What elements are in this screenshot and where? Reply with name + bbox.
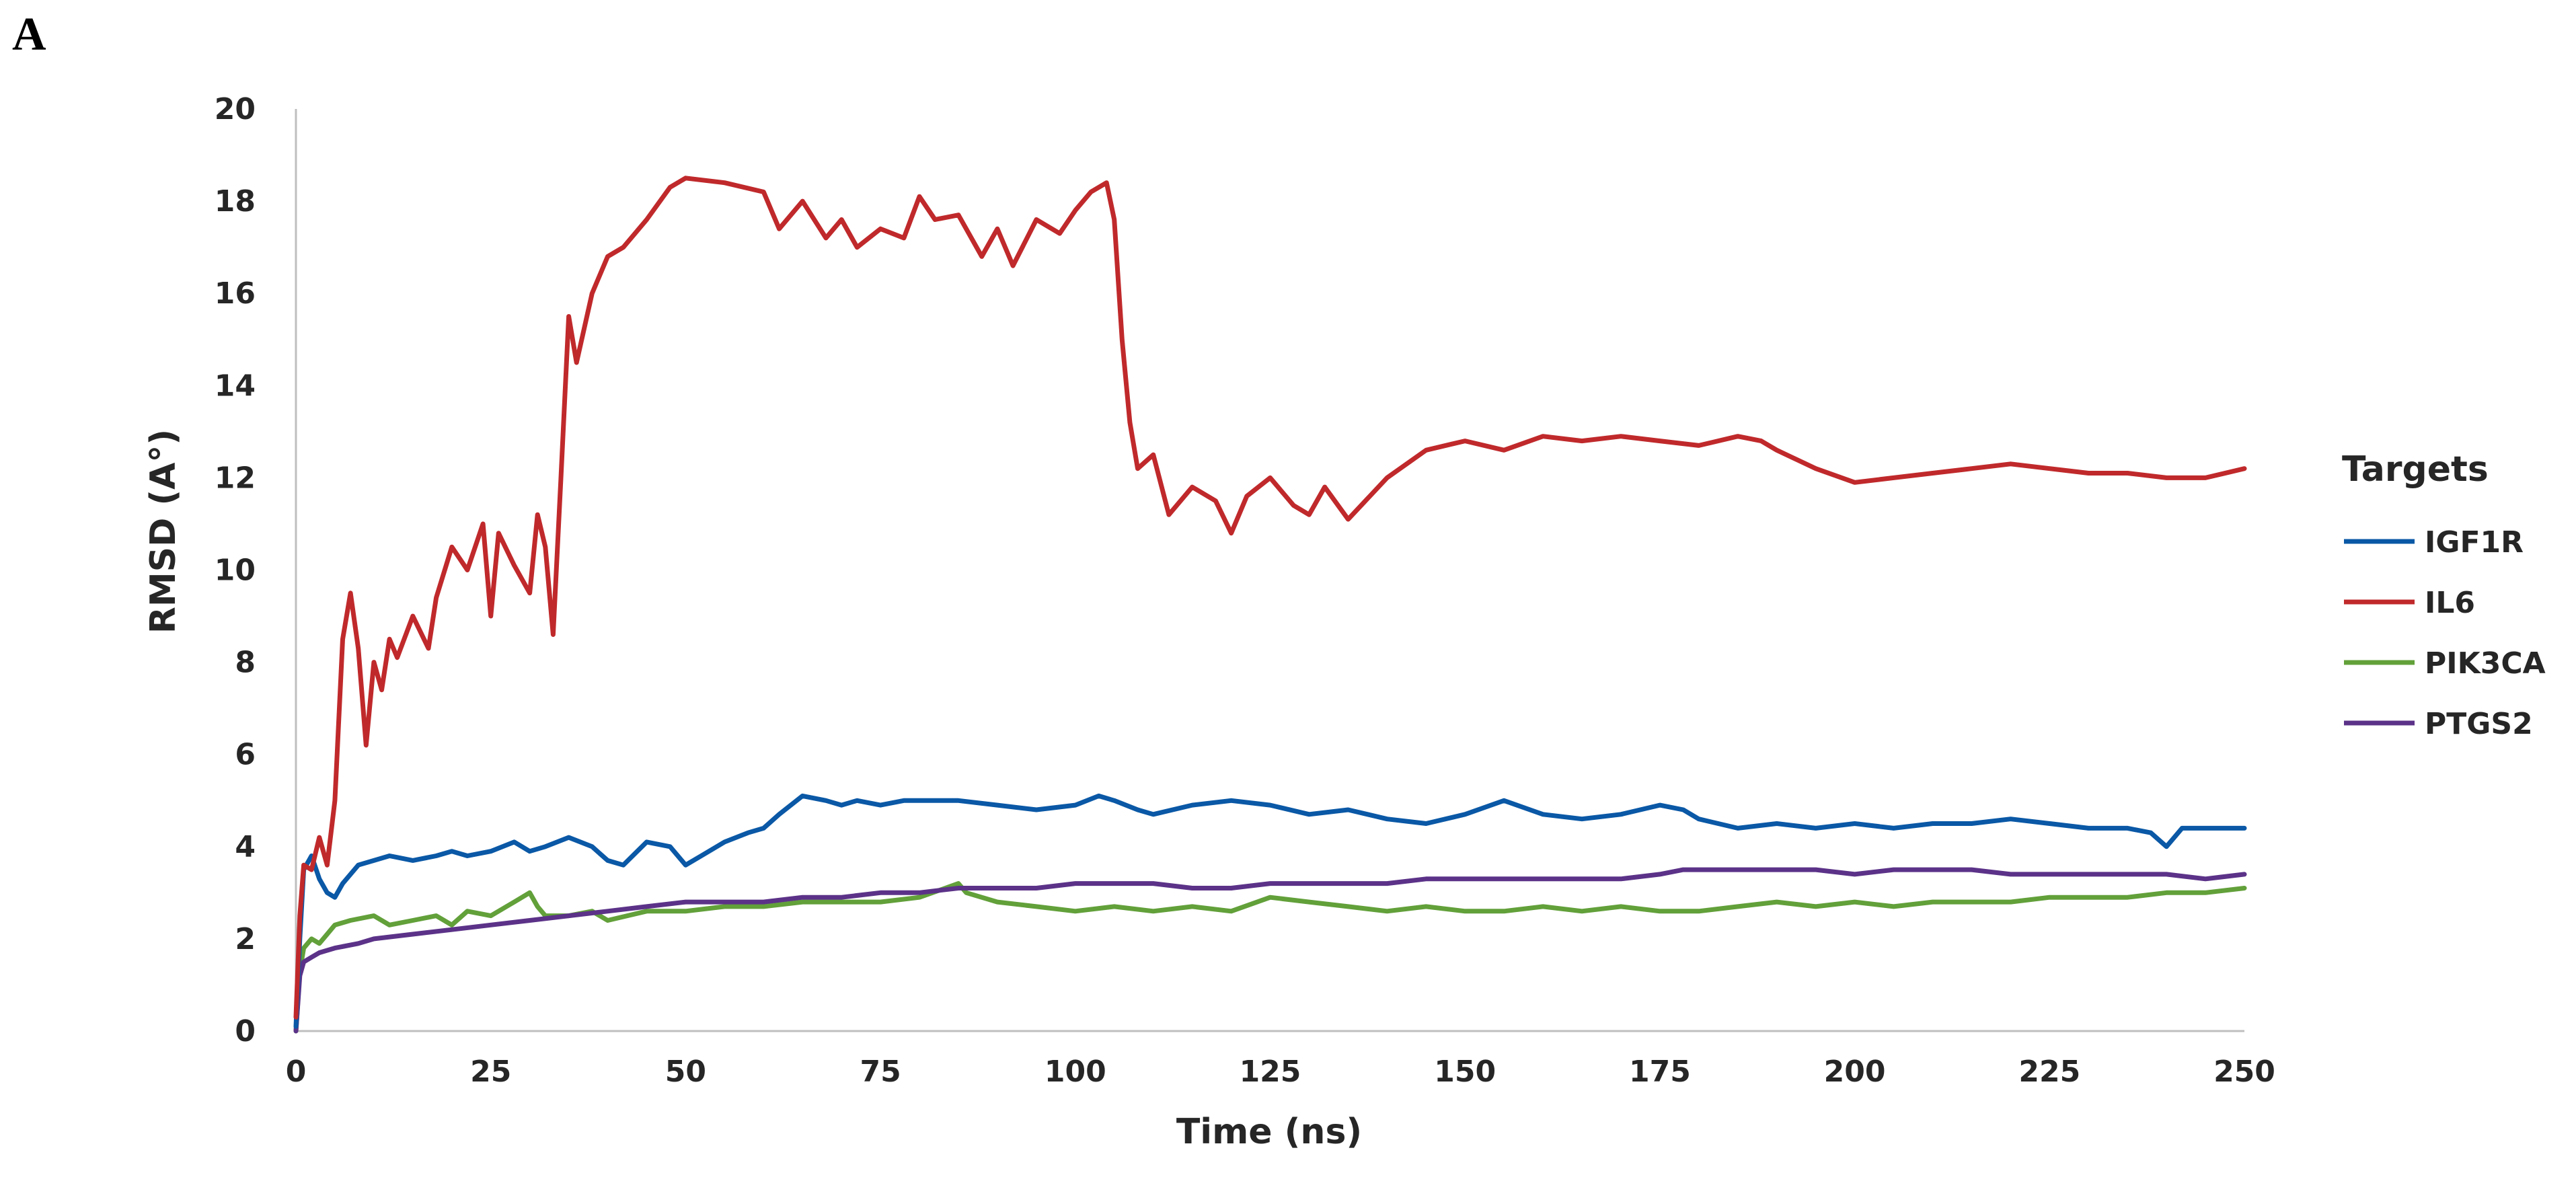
x-tick-label: 125 (1240, 1055, 1301, 1089)
x-axis-title: Time (ns) (1176, 1112, 1362, 1152)
legend-title: Targets (2342, 449, 2489, 490)
y-tick-label: 18 (215, 184, 256, 219)
y-tick-label: 10 (215, 554, 256, 588)
y-tick-label: 20 (215, 92, 256, 126)
series-line-igf1r (293, 793, 2247, 1029)
y-axis-title: RMSD (A°) (143, 429, 184, 634)
legend: Targets IGF1R IL6 PIK3CA PTGS2 (2342, 449, 2546, 741)
legend-label-igf1r: IGF1R (2425, 525, 2524, 560)
series-line-il6 (293, 176, 2247, 1020)
x-tick-label: 100 (1045, 1055, 1106, 1089)
x-tick-label: 0 (286, 1055, 307, 1089)
y-tick-label: 8 (235, 646, 256, 680)
y-tick-label: 6 (235, 738, 256, 772)
y-tick-label: 16 (215, 276, 256, 311)
x-tick-label: 175 (1629, 1055, 1691, 1089)
series-line-ptgs2 (293, 867, 2247, 1034)
legend-label-ptgs2: PTGS2 (2425, 707, 2533, 741)
x-tick-label: 250 (2213, 1055, 2275, 1089)
series-line-pik3ca (293, 881, 2247, 1034)
x-tick-label: 200 (1824, 1055, 1886, 1089)
x-tick-label: 225 (2018, 1055, 2080, 1089)
x-tick-label: 75 (860, 1055, 901, 1089)
y-tick-label: 0 (235, 1014, 256, 1049)
legend-label-pik3ca: PIK3CA (2425, 646, 2546, 681)
x-tick-label: 50 (665, 1055, 706, 1089)
x-tick-label: 150 (1434, 1055, 1496, 1089)
panel-label: A (12, 9, 46, 61)
y-tick-label: 14 (215, 369, 256, 403)
x-tick-label: 25 (470, 1055, 511, 1089)
y-tick-label: 2 (235, 922, 256, 956)
series-layer (293, 176, 2247, 1034)
y-tick-label: 4 (235, 830, 256, 864)
legend-label-il6: IL6 (2425, 586, 2475, 620)
y-tick-label: 12 (215, 461, 256, 495)
